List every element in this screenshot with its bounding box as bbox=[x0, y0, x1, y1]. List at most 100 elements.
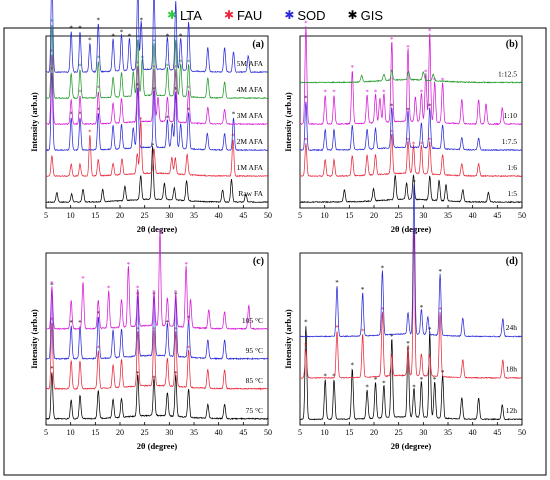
y-axis-label-a: Intensity (arb.u) bbox=[29, 92, 39, 152]
x-tick-label: 30 bbox=[165, 428, 173, 437]
peak-marker: * bbox=[166, 63, 170, 71]
peak-marker: * bbox=[111, 33, 115, 41]
peak-marker: * bbox=[438, 306, 442, 314]
series-name-label: 1:6 bbox=[507, 163, 517, 172]
peak-marker: * bbox=[136, 326, 140, 334]
peak-marker: * bbox=[88, 37, 92, 45]
peak-marker: * bbox=[304, 137, 308, 145]
peak-marker: * bbox=[382, 380, 386, 388]
y-axis-label-b: Intensity (arb.u) bbox=[283, 92, 293, 152]
series-name-label: 5M AFA bbox=[237, 59, 264, 68]
x-axis-label-b: 2θ (degree) bbox=[391, 224, 432, 234]
peak-marker: * bbox=[81, 275, 85, 283]
x-tick-label: 5 bbox=[298, 211, 302, 220]
series-name-label: 85 °C bbox=[246, 376, 263, 385]
series-line bbox=[299, 101, 523, 152]
peak-marker: * bbox=[187, 345, 191, 353]
peak-marker: * bbox=[428, 28, 432, 36]
peak-marker: * bbox=[174, 326, 178, 334]
x-tick-label: 40 bbox=[469, 211, 477, 220]
peak-marker: * bbox=[139, 116, 143, 124]
peak-marker: * bbox=[361, 286, 365, 294]
peak-marker: * bbox=[420, 89, 424, 97]
peak-marker: * bbox=[390, 36, 394, 44]
peak-marker: * bbox=[412, 227, 416, 235]
peak-marker: * bbox=[136, 34, 140, 42]
x-axis-label-c: 2θ (degree) bbox=[137, 441, 178, 451]
peak-marker: * bbox=[152, 289, 156, 297]
peak-marker: * bbox=[97, 106, 101, 114]
x-tick-label: 45 bbox=[239, 428, 247, 437]
y-axis-label-d: Intensity (arb.u) bbox=[283, 309, 293, 369]
x-tick-label: 20 bbox=[370, 211, 378, 220]
peak-marker: * bbox=[187, 59, 191, 67]
x-tick-label: 10 bbox=[67, 211, 75, 220]
peak-marker: * bbox=[152, 38, 156, 46]
legend-item-lta: ✱ LTA bbox=[167, 6, 202, 24]
peak-marker: * bbox=[152, 86, 156, 94]
x-tick-label: 30 bbox=[419, 428, 427, 437]
peak-marker: * bbox=[152, 326, 156, 334]
x-tick-label: 20 bbox=[116, 211, 124, 220]
series-line bbox=[45, 146, 269, 204]
x-tick-label: 50 bbox=[264, 428, 272, 437]
panel-label-b: (b) bbox=[506, 39, 518, 50]
peak-marker: * bbox=[50, 316, 54, 324]
peak-marker: * bbox=[187, 106, 191, 114]
peak-marker: * bbox=[187, 16, 191, 24]
peak-marker: * bbox=[351, 362, 355, 370]
series-line bbox=[45, 372, 269, 421]
x-tick-label: 35 bbox=[190, 211, 198, 220]
x-tick-label: 25 bbox=[395, 428, 403, 437]
peak-marker: * bbox=[323, 372, 327, 380]
x-tick-label: 45 bbox=[493, 428, 501, 437]
peak-marker: * bbox=[381, 265, 385, 273]
peak-marker: * bbox=[406, 340, 410, 348]
peak-marker: * bbox=[231, 132, 235, 140]
x-tick-label: 50 bbox=[518, 211, 526, 220]
peak-marker: * bbox=[351, 64, 355, 72]
peak-marker: * bbox=[78, 89, 82, 97]
peak-marker: * bbox=[69, 111, 73, 119]
peak-marker: * bbox=[335, 324, 339, 332]
peak-marker: * bbox=[120, 28, 124, 36]
series-name-label: 1:10 bbox=[504, 111, 518, 120]
peak-marker: * bbox=[412, 178, 416, 186]
peak-marker: * bbox=[390, 128, 394, 136]
peak-marker: * bbox=[97, 345, 101, 353]
x-tick-label: 10 bbox=[67, 428, 75, 437]
plot-area-a bbox=[45, 35, 269, 209]
peak-marker: * bbox=[78, 111, 82, 119]
peak-marker: * bbox=[69, 24, 73, 32]
gis-marker-icon: ✱ bbox=[347, 8, 358, 22]
legend-label-lta: LTA bbox=[180, 7, 202, 23]
peak-marker: * bbox=[136, 370, 140, 378]
peak-marker: * bbox=[174, 64, 178, 72]
peak-marker: * bbox=[441, 369, 445, 377]
peak-marker: * bbox=[174, 86, 178, 94]
series-line bbox=[45, 24, 269, 100]
series-line bbox=[45, 288, 269, 361]
peak-marker: * bbox=[374, 376, 378, 384]
peak-marker: * bbox=[428, 137, 432, 145]
peak-marker: * bbox=[50, 282, 54, 290]
legend-label-sod: SOD bbox=[297, 7, 326, 23]
series-line bbox=[299, 69, 523, 84]
peak-marker: * bbox=[187, 315, 191, 323]
x-tick-label: 50 bbox=[518, 428, 526, 437]
peak-marker: * bbox=[174, 0, 178, 4]
peak-marker: * bbox=[406, 137, 410, 145]
series-name-label: 3M AFA bbox=[237, 111, 264, 120]
series-line bbox=[45, 72, 269, 152]
series-name-label: 1:5 bbox=[507, 189, 517, 198]
peak-marker: * bbox=[78, 63, 82, 71]
peak-marker: * bbox=[50, 280, 54, 288]
peak-marker: * bbox=[78, 319, 82, 327]
series-name-label: Raw FA bbox=[238, 189, 263, 198]
peak-marker: * bbox=[323, 89, 327, 97]
series-name-label: 105 °C bbox=[242, 316, 263, 325]
peak-marker: * bbox=[166, 319, 170, 327]
x-tick-label: 40 bbox=[215, 211, 223, 220]
peak-marker: * bbox=[332, 89, 336, 97]
series-line bbox=[45, 54, 268, 126]
